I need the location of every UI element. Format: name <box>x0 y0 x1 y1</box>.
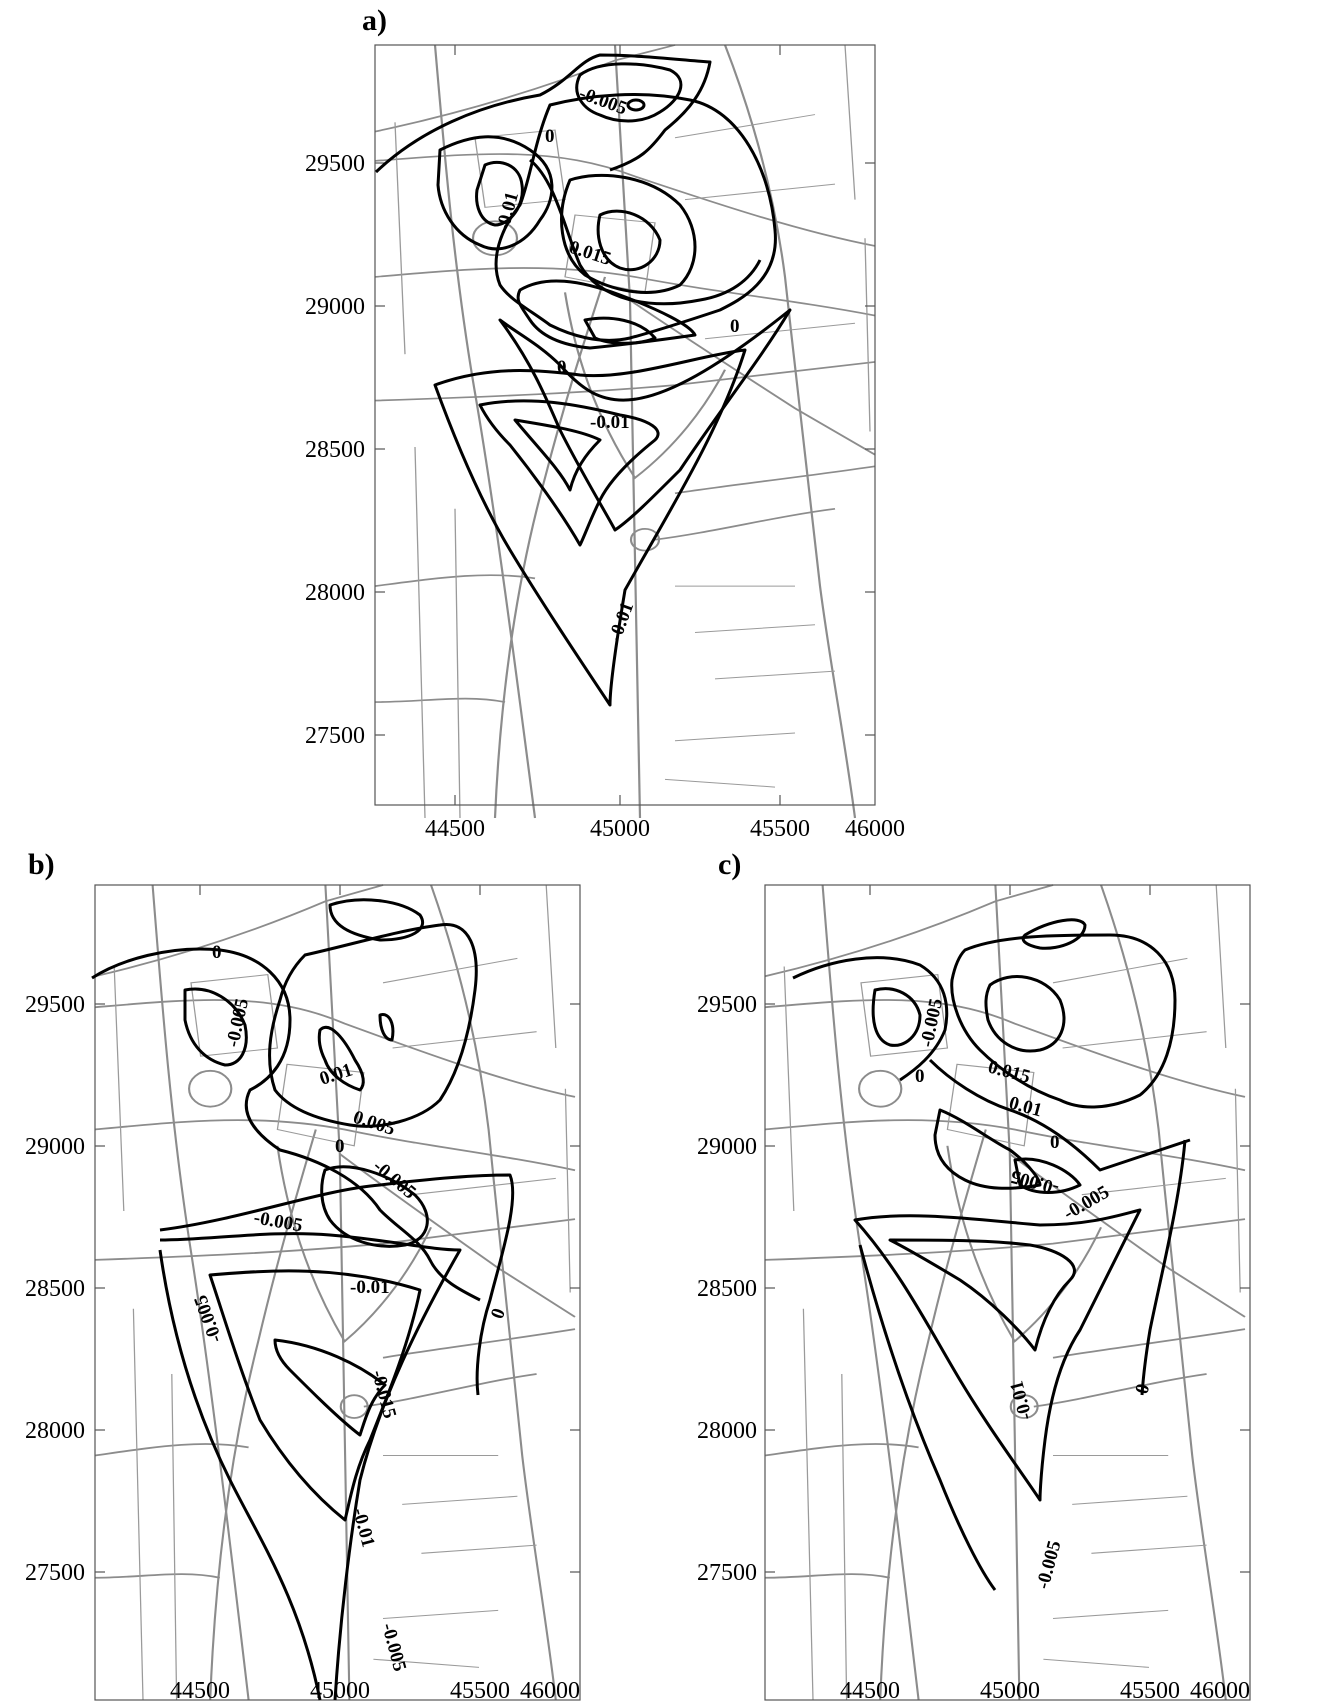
contour-label: -0.005 <box>222 997 253 1049</box>
panel-c-contour-labels: -0.005 0 0.015 0.01 0 -0.005 -0.005 -0.0… <box>915 997 1154 1592</box>
panel-b-ytick: 28000 <box>25 1418 85 1444</box>
contour-label: -0.01 <box>493 190 524 234</box>
panel-c-contours <box>792 918 1191 1591</box>
contour-label: -0.005 <box>190 1292 227 1345</box>
panel-c: 29500 29000 28500 28000 27500 44500 4500… <box>697 883 1251 1701</box>
panel-a-ytick: 29500 <box>305 151 365 177</box>
panel-c-xtick: 45500 <box>1120 1678 1180 1701</box>
contour-label: -0.005 <box>369 1156 420 1204</box>
contour-label: 0 <box>915 1066 925 1087</box>
panel-b-ytick: 29500 <box>25 992 85 1018</box>
panel-c-ytick: 28000 <box>697 1418 757 1444</box>
contour-label: -0.01 <box>1006 1378 1037 1422</box>
contour-label: 0.01 <box>1007 1093 1045 1122</box>
panel-a-xtick: 46000 <box>845 816 905 842</box>
panel-a-ytick: 28500 <box>305 437 365 463</box>
panel-c-ytick: 27500 <box>697 1560 757 1586</box>
panel-b-ytick: 28500 <box>25 1276 85 1302</box>
panel-c-xtick: 44500 <box>840 1678 900 1701</box>
panel-a-frame <box>374 44 876 806</box>
contour-label: 0 <box>557 357 567 378</box>
contour-label: -0.005 <box>377 1621 410 1674</box>
panel-a-contours <box>374 53 792 707</box>
panel-c-ytick: 28500 <box>697 1276 757 1302</box>
panel-b-ytick: 27500 <box>25 1560 85 1586</box>
contour-label: -0.005 <box>252 1207 304 1236</box>
contour-label: -0.01 <box>590 412 630 433</box>
panel-c-ytick: 29500 <box>697 992 757 1018</box>
panel-a-xtick: 44500 <box>425 816 485 842</box>
panel-a-label: a) <box>362 4 387 37</box>
contour-label: -0.005 <box>576 83 629 120</box>
panel-b-frame <box>94 884 581 1701</box>
panel-b-contours <box>91 898 515 1701</box>
contour-label: -0.005 <box>1008 1165 1061 1198</box>
panel-c-xtick: 45000 <box>980 1678 1040 1701</box>
panel-b-ytick: 29000 <box>25 1134 85 1160</box>
panel-a-xtick: 45000 <box>590 816 650 842</box>
panel-b-label: b) <box>28 848 55 881</box>
panel-b-xtick: 45500 <box>450 1678 510 1701</box>
contour-label: -0.01 <box>348 1506 379 1550</box>
contour-label: 0 <box>730 316 740 337</box>
contour-label: -0.005 <box>1033 1538 1066 1591</box>
panel-b-xtick: 46000 <box>520 1678 580 1701</box>
panel-b: 29500 29000 28500 28000 27500 44500 4500… <box>25 883 581 1701</box>
panel-b-xtick: 44500 <box>170 1678 230 1701</box>
panel-c-label: c) <box>718 848 742 881</box>
panel-a-ytick: 29000 <box>305 294 365 320</box>
contour-label: -0.005 <box>916 997 947 1049</box>
panel-c-xtick: 46000 <box>1190 1678 1250 1701</box>
contour-label: 0 <box>545 126 555 147</box>
contour-label: -0.01 <box>605 599 638 643</box>
panel-b-xtick: 45000 <box>310 1678 370 1701</box>
panel-c-roads <box>763 883 1247 1701</box>
contour-label: 0 <box>335 1136 345 1157</box>
panel-a-ytick: 27500 <box>305 723 365 749</box>
contour-label: 0 <box>1050 1132 1060 1153</box>
panel-a: 29500 29000 28500 28000 27500 44500 4500… <box>305 43 905 842</box>
contour-label: 0.015 <box>986 1057 1033 1088</box>
panel-c-frame <box>764 884 1251 1701</box>
panel-c-ytick: 29000 <box>697 1134 757 1160</box>
contour-label: -0.01 <box>350 1277 390 1298</box>
panel-a-xtick: 45500 <box>750 816 810 842</box>
panel-a-ytick: 28000 <box>305 580 365 606</box>
contour-label: 0 <box>212 942 222 963</box>
